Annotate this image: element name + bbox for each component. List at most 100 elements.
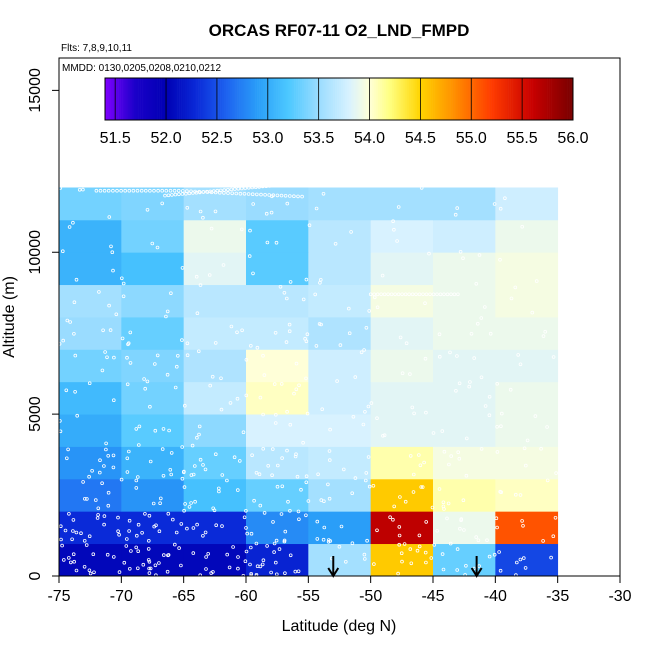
colorbar-strip (184, 78, 188, 120)
colorbar-strip (245, 78, 248, 120)
sample-point (246, 192, 251, 196)
sample-point (160, 201, 165, 206)
sample-point (294, 387, 299, 392)
sample-point (251, 271, 255, 276)
colorbar-strip (114, 78, 117, 120)
heatmap-cell (59, 187, 122, 221)
heatmap-cell (308, 446, 372, 480)
colorbar-tick-label: 53.5 (303, 130, 334, 147)
colorbar-strip (108, 78, 112, 120)
sample-point (107, 215, 112, 219)
sample-point (381, 433, 385, 438)
sample-point (88, 571, 93, 576)
sample-point (287, 194, 292, 198)
sample-point (180, 476, 185, 481)
sample-point (152, 524, 157, 529)
sample-point (105, 355, 109, 360)
sample-point (539, 446, 543, 451)
sample-point (244, 549, 249, 554)
sample-point (195, 522, 199, 527)
colorbar-strip (247, 78, 250, 120)
sample-point (243, 186, 248, 190)
colorbar-strip (498, 78, 502, 120)
sample-point (518, 362, 523, 367)
sample-point (228, 401, 233, 405)
sample-point (455, 354, 459, 358)
sample-point (415, 548, 420, 553)
sample-point (469, 331, 474, 336)
sample-point (261, 558, 266, 562)
sample-point (435, 528, 440, 533)
heatmap-cell (121, 381, 185, 415)
sample-point (246, 186, 251, 190)
sample-point (551, 355, 556, 359)
colorbar-strip (526, 78, 529, 120)
sample-point (266, 463, 271, 468)
sample-point (198, 190, 202, 195)
colorbar-strip (196, 78, 199, 120)
sample-point (173, 192, 178, 197)
sample-point (94, 498, 98, 502)
sample-point (160, 447, 165, 451)
sample-point (242, 515, 247, 520)
sample-point (410, 405, 415, 410)
sample-point (153, 563, 158, 568)
sample-point (316, 179, 321, 184)
sample-point (424, 410, 428, 415)
colorbar-strip (372, 78, 375, 120)
colorbar-strip (173, 78, 176, 120)
sample-point (136, 549, 141, 553)
sample-point (79, 531, 83, 535)
colorbar-strip (477, 78, 480, 120)
sample-point (320, 179, 324, 183)
colorbar-strip (340, 78, 344, 120)
sample-point (509, 296, 514, 301)
colorbar-strip (194, 78, 197, 120)
sample-point (106, 188, 111, 193)
sample-point (408, 454, 413, 458)
sample-point (260, 562, 265, 567)
colorbar-strip (387, 78, 390, 120)
sample-point (400, 371, 405, 376)
sample-point (461, 256, 465, 261)
sample-point (328, 427, 332, 432)
sample-point (197, 424, 202, 429)
colorbar-strip (485, 78, 488, 120)
sample-point (213, 209, 218, 214)
heatmap-cell (183, 219, 247, 253)
sample-point (304, 277, 309, 282)
sample-point (225, 552, 230, 557)
sample-point (180, 192, 185, 196)
sample-point (464, 473, 469, 478)
sample-point (424, 292, 429, 297)
sample-point (111, 188, 115, 193)
sample-point (339, 524, 344, 529)
heatmap-cell (59, 478, 122, 512)
heatmap-cell (495, 219, 559, 253)
sample-point (114, 312, 119, 317)
heatmap-cell (433, 284, 496, 318)
sample-point (254, 541, 259, 546)
sample-point (392, 504, 397, 509)
heatmap-cell (433, 187, 496, 221)
colorbar-strip (116, 78, 119, 120)
sample-point (191, 526, 196, 530)
sample-point (112, 355, 116, 360)
sample-point (204, 555, 208, 559)
sample-point (285, 201, 290, 206)
sample-point (125, 382, 130, 387)
sample-point (185, 353, 190, 358)
sample-point (182, 469, 186, 474)
sample-point (530, 310, 535, 315)
colorbar-strip (565, 78, 568, 120)
sample-point (304, 513, 308, 518)
sample-point (423, 301, 427, 306)
sample-point (261, 446, 266, 451)
heatmap-cell (308, 543, 372, 577)
sample-point (166, 193, 171, 198)
sample-point (430, 505, 435, 510)
colorbar-strip (500, 78, 504, 120)
sample-point (98, 188, 103, 193)
sample-point (203, 467, 208, 472)
colorbar-strip (539, 78, 543, 120)
